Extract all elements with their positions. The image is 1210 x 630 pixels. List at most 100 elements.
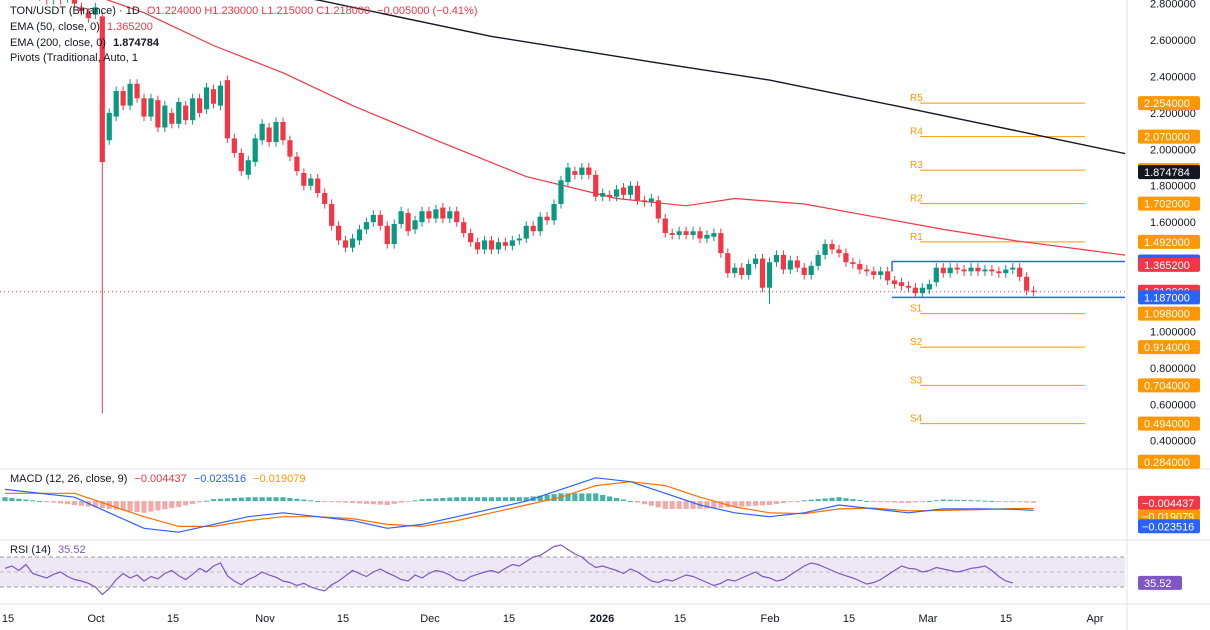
candle-body [746,264,752,275]
macd-histogram-bar [600,494,606,502]
macd-histogram-bar [183,501,189,506]
pivot-label-r4: R4 [910,127,923,138]
candle-body [203,87,210,110]
candle-body [871,271,877,275]
pivots-legend[interactable]: Pivots (Traditional, Auto, 1 [10,52,138,64]
macd-histogram-bar [787,501,793,503]
candle-body [1017,267,1023,277]
macd-histogram-bar [662,501,668,509]
candle-body [273,122,279,143]
candle-body [565,167,571,183]
time-tick-label: Nov [255,613,275,625]
price-tick-label: 2.000000 [1150,144,1196,156]
price-tag-pivot [1138,196,1200,211]
macd-histogram-bar [197,501,203,503]
candle-body [982,269,988,272]
candle-body [975,267,981,272]
candle-body [544,216,550,221]
candle-body [516,238,522,241]
macd-histogram-bar [614,498,620,502]
candle-body [190,98,196,121]
macd-histogram-bar [9,498,15,502]
time-tick-label: 15 [674,613,686,625]
candle-body [794,260,800,268]
price-tag-text: 1.702000 [1144,199,1190,211]
macd-histogram-bar [2,497,8,502]
macd-histogram-bar [676,501,682,509]
macd-histogram-bar [51,501,57,503]
rsi-legend[interactable]: RSI (14) 35.52 [10,544,86,556]
pivot-label-r3: R3 [910,160,923,171]
macd-histogram-bar [586,493,592,502]
macd-histogram-bar [905,501,912,504]
macd-signal-value: −0.019079 [253,473,306,485]
price-tag-text: 0.914000 [1144,342,1190,354]
macd-histogram-bar [593,493,599,502]
candle-body [308,178,314,186]
time-tick-label: Feb [761,613,780,625]
price-tag-pivot [1138,306,1200,321]
time-tick-label: 15 [503,613,515,625]
ema50-legend[interactable]: EMA (50, close, 0) 1.365200 [10,21,153,33]
candle-body [766,262,773,288]
macd-legend[interactable]: MACD (12, 26, close, 9) −0.004437 −0.023… [10,473,306,485]
macd-histogram-bar [426,498,432,502]
interval-label[interactable]: 1D [125,5,140,17]
macd-histogram-bar [766,501,773,505]
time-tick-label: 2026 [590,613,614,625]
macd-histogram-bar [759,501,766,506]
candle-body [502,242,508,246]
macd-histogram-bar [329,501,335,503]
macd-histogram-bar [898,501,905,503]
macd-histogram-bar [468,497,474,502]
candle-body [99,16,105,163]
macd-histogram-bar [405,501,411,503]
macd-histogram-bar [287,498,293,502]
candle-body [176,101,182,124]
price-tag-pivot [1138,234,1200,249]
rsi-tag-text: 35.52 [1144,578,1172,590]
candle-body [815,254,821,266]
symbol-name[interactable]: TON/USDT (Binance) [10,5,116,17]
macd-tag [1138,519,1200,534]
macd-histogram-bar [266,497,272,502]
macd-histogram-bar [655,501,661,508]
macd-histogram-bar [627,501,634,503]
candle-body [968,267,974,272]
candle-body [120,91,126,106]
macd-histogram-bar [815,499,821,502]
macd-histogram-bar [488,497,495,502]
price-tag-text: 0.284000 [1144,457,1190,469]
ema200-legend[interactable]: EMA (200, close, 0) 1.874784 [10,37,159,49]
macd-histogram-bar [412,500,418,502]
candle-body [433,209,439,219]
candle-body [127,83,133,106]
macd-histogram-bar [926,500,932,502]
macd-histogram-bar [523,497,529,502]
candle-body [377,214,383,226]
candle-body [363,222,369,230]
candle-body [801,267,807,275]
pivot-label-s2: S2 [910,337,923,348]
macd-label: MACD (12, 26, close, 9) [10,473,128,485]
macd-histogram-bar [683,501,689,509]
macd-histogram-bar [669,501,675,509]
price-tick-label: 1.600000 [1150,217,1196,229]
candle-body [600,193,606,197]
candle-body [412,220,418,230]
macd-histogram-bar [391,501,397,504]
macd-histogram-bar [836,497,842,502]
candle-body [676,231,682,235]
candle-body [92,7,98,15]
candle-body [356,229,363,241]
candle-body [329,203,335,226]
ohlc-values: O1.224000 H1.230000 L1.215000 C1.218000 [146,5,371,17]
candle-body [627,185,634,195]
candle-body [551,203,557,221]
candle-body [245,160,251,175]
candle-body [440,207,446,219]
macd-histogram-bar [607,496,613,502]
candle-body [1031,290,1037,292]
candle-body [231,138,237,153]
